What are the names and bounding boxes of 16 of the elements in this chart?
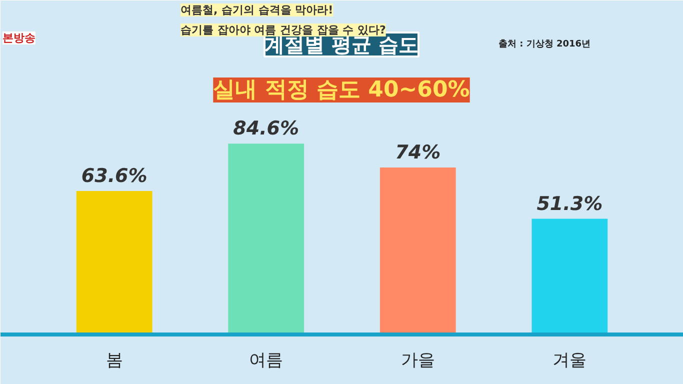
text: 여름철, 습기의 습격을 막아라! (180, 4, 334, 16)
data-label: 84.6% (233, 118, 300, 140)
bar (532, 218, 608, 334)
bar (380, 168, 456, 334)
data-label: 63.6% (81, 165, 148, 188)
text: 본방송 (2, 32, 36, 44)
chart-subtitle: 실내 적정 습도 40~60% (213, 78, 470, 102)
source-note: 출처 : 기상청 2016년 (498, 38, 591, 50)
x-tick-label: 여름 (249, 350, 284, 370)
data-label: 51.3% (536, 192, 603, 215)
x-tick-label: 겨울 (552, 350, 587, 370)
bar (76, 191, 152, 334)
x-tick-label: 봄 (106, 350, 123, 370)
x-tick-label: 가을 (400, 350, 435, 370)
data-label: 74% (395, 142, 441, 164)
bar (228, 144, 304, 334)
